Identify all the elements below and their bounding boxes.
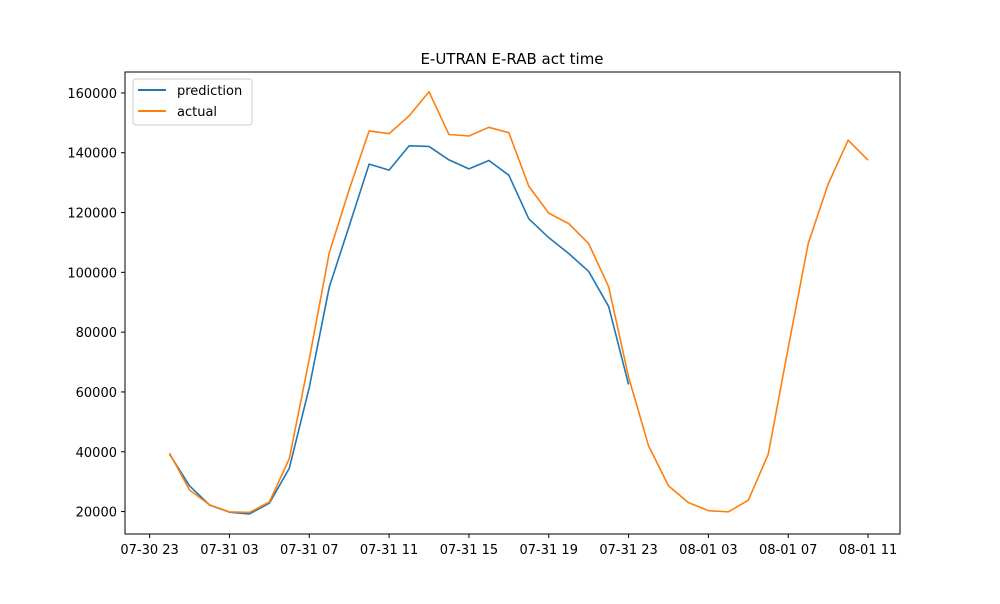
data-point bbox=[209, 504, 211, 506]
data-point bbox=[588, 243, 590, 245]
x-tick-label: 07-31 19 bbox=[520, 543, 578, 558]
data-point bbox=[588, 271, 590, 273]
data-point bbox=[568, 223, 570, 225]
data-point bbox=[308, 387, 310, 389]
data-point bbox=[408, 145, 410, 147]
data-point bbox=[328, 287, 330, 289]
data-point bbox=[468, 168, 470, 170]
chart-title: E-UTRAN E-RAB act time bbox=[420, 50, 603, 68]
data-point bbox=[628, 384, 630, 386]
data-point bbox=[488, 127, 490, 129]
data-point bbox=[767, 453, 769, 455]
data-point bbox=[169, 452, 171, 454]
data-point bbox=[668, 485, 670, 487]
data-point bbox=[528, 218, 530, 220]
data-point bbox=[229, 511, 231, 513]
data-point bbox=[269, 501, 271, 503]
data-point bbox=[428, 91, 430, 93]
x-tick-label: 07-31 15 bbox=[440, 543, 498, 558]
data-point bbox=[748, 499, 750, 501]
data-point bbox=[448, 134, 450, 136]
x-tick-label: 07-30 23 bbox=[120, 543, 178, 558]
data-point bbox=[847, 139, 849, 141]
data-point bbox=[548, 237, 550, 239]
x-tick-label: 08-01 07 bbox=[759, 543, 817, 558]
data-point bbox=[189, 485, 191, 487]
legend-label-actual: actual bbox=[177, 105, 217, 120]
data-point bbox=[408, 115, 410, 117]
x-tick-label: 08-01 11 bbox=[839, 543, 897, 558]
data-point bbox=[648, 445, 650, 447]
data-point bbox=[728, 511, 730, 513]
data-point bbox=[348, 225, 350, 227]
data-point bbox=[249, 512, 251, 514]
legend-label-prediction: prediction bbox=[177, 84, 242, 99]
data-point bbox=[488, 160, 490, 162]
y-tick-label: 140000 bbox=[67, 147, 117, 162]
x-tick-label: 07-31 03 bbox=[200, 543, 258, 558]
legend: prediction actual bbox=[132, 78, 253, 126]
data-point bbox=[508, 174, 510, 176]
data-point bbox=[328, 252, 330, 254]
x-tick-label: 07-31 07 bbox=[280, 543, 338, 558]
data-point bbox=[388, 133, 390, 135]
data-point bbox=[548, 212, 550, 214]
data-point bbox=[688, 502, 690, 504]
series-layer bbox=[168, 90, 869, 515]
data-point bbox=[827, 183, 829, 185]
data-point bbox=[249, 513, 251, 515]
y-tick-label: 40000 bbox=[76, 446, 117, 461]
data-point bbox=[368, 163, 370, 165]
x-tick-label: 08-01 03 bbox=[679, 543, 737, 558]
data-point bbox=[608, 286, 610, 288]
data-point bbox=[628, 376, 630, 378]
data-point bbox=[448, 159, 450, 161]
y-tick-label: 80000 bbox=[76, 326, 117, 341]
data-point bbox=[189, 489, 191, 491]
y-tick-label: 60000 bbox=[76, 386, 117, 401]
data-point bbox=[368, 130, 370, 132]
data-point bbox=[289, 467, 291, 469]
data-point bbox=[308, 358, 310, 360]
y-tick-label: 160000 bbox=[67, 87, 117, 102]
data-point bbox=[787, 347, 789, 349]
data-point bbox=[508, 132, 510, 134]
x-axis: 07-30 23 07-31 03 07-31 07 07-31 11 07-31 15… bbox=[120, 534, 897, 558]
plot-frame bbox=[124, 71, 901, 535]
data-point bbox=[528, 185, 530, 187]
data-point bbox=[388, 169, 390, 171]
series-line-prediction bbox=[168, 145, 630, 515]
series-line-actual bbox=[168, 90, 869, 514]
data-point bbox=[289, 458, 291, 460]
y-tick-label: 20000 bbox=[76, 506, 117, 521]
data-point bbox=[708, 510, 710, 512]
x-tick-label: 07-31 23 bbox=[599, 543, 657, 558]
data-point bbox=[568, 253, 570, 255]
y-tick-label: 100000 bbox=[67, 266, 117, 281]
data-point bbox=[608, 306, 610, 308]
data-point bbox=[348, 189, 350, 191]
x-tick-label: 07-31 11 bbox=[360, 543, 418, 558]
data-point bbox=[807, 243, 809, 245]
y-tick-label: 120000 bbox=[67, 207, 117, 222]
y-axis: 20000 40000 60000 80000 100000 120000 140000 16… bbox=[67, 87, 125, 521]
data-point bbox=[428, 146, 430, 148]
data-point bbox=[468, 135, 470, 137]
data-point bbox=[867, 159, 869, 161]
